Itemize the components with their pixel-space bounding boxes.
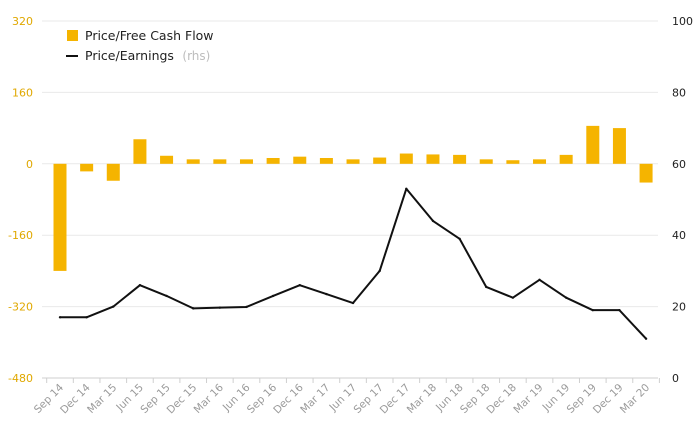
y-right-tick-label: 40 bbox=[672, 229, 686, 242]
line-path bbox=[60, 187, 647, 340]
bar-point bbox=[160, 155, 174, 164]
line-point bbox=[85, 316, 88, 319]
y-right-tick-label: 100 bbox=[672, 15, 693, 28]
bar-point bbox=[373, 157, 387, 164]
x-tick-label: Mar 15 bbox=[85, 382, 119, 416]
x-tick-label: Mar 16 bbox=[192, 381, 227, 416]
y-left-tick-label: -320 bbox=[8, 301, 33, 314]
bar-point bbox=[533, 159, 547, 164]
bar-point bbox=[479, 159, 493, 164]
bar-point bbox=[506, 160, 520, 164]
bar-point bbox=[559, 154, 573, 164]
bar-point bbox=[80, 163, 94, 172]
legend-swatch-bar bbox=[67, 30, 78, 41]
legend-label-bar: Price/Free Cash Flow bbox=[85, 28, 214, 43]
line-point bbox=[325, 292, 328, 296]
line-point bbox=[298, 283, 301, 287]
y-left-tick-label: 160 bbox=[12, 86, 33, 99]
line-point bbox=[378, 269, 381, 273]
line-point bbox=[564, 296, 568, 299]
x-tick-label: Mar 20 bbox=[618, 382, 652, 416]
gridlines bbox=[42, 20, 658, 379]
bar-point bbox=[133, 139, 147, 164]
x-tick-label: Mar 17 bbox=[298, 382, 332, 416]
legend: Price/Free Cash Flow Price/Earnings (rhs… bbox=[66, 28, 214, 64]
bar-point bbox=[106, 163, 120, 181]
line-point bbox=[618, 308, 621, 312]
line-point bbox=[112, 305, 115, 308]
x-tick-label: Mar 19 bbox=[511, 382, 545, 416]
legend-label-line: Price/Earnings bbox=[85, 48, 174, 63]
bar-point bbox=[586, 125, 600, 164]
line-point bbox=[192, 307, 195, 310]
line-point bbox=[458, 237, 461, 240]
line-point bbox=[271, 294, 275, 298]
line-point bbox=[165, 294, 168, 298]
line-point bbox=[405, 187, 408, 190]
line-point bbox=[245, 305, 248, 309]
bar-point bbox=[186, 159, 200, 164]
line-point bbox=[351, 301, 355, 305]
bar-point bbox=[293, 156, 307, 164]
bar-point bbox=[453, 154, 467, 164]
line-point bbox=[511, 296, 515, 299]
line-point bbox=[591, 308, 594, 312]
y-right-tick-label: 80 bbox=[672, 86, 686, 99]
line-point bbox=[644, 337, 648, 340]
bar-point bbox=[399, 153, 413, 164]
bar-point bbox=[319, 157, 333, 164]
line-point bbox=[58, 316, 62, 319]
legend-label-line-group: Price/Earnings (rhs) bbox=[85, 47, 210, 64]
line-point bbox=[485, 285, 488, 289]
y-left-tick-label: -160 bbox=[8, 229, 33, 242]
line-point bbox=[138, 283, 142, 287]
y-right-tick-label: 60 bbox=[672, 158, 686, 171]
y-left-tick-label: 320 bbox=[12, 15, 33, 28]
bar-point bbox=[426, 154, 440, 164]
x-tick-label: Mar 18 bbox=[405, 382, 439, 416]
bar-point bbox=[53, 163, 67, 271]
line-point bbox=[538, 278, 541, 282]
bar-point bbox=[239, 159, 253, 164]
y-left-tick-label: -480 bbox=[8, 372, 33, 385]
bar-series bbox=[53, 125, 653, 271]
bar-point bbox=[612, 128, 626, 164]
y-right-tick-label: 0 bbox=[672, 372, 679, 385]
line-point bbox=[431, 219, 435, 223]
y-left-tick-label: 0 bbox=[26, 158, 33, 171]
legend-label-line-suffix: (rhs) bbox=[182, 49, 210, 63]
y-right-tick-label: 20 bbox=[672, 301, 686, 314]
line-point bbox=[218, 306, 222, 309]
bar-point bbox=[266, 157, 280, 164]
bar-point bbox=[213, 159, 227, 164]
bar-point bbox=[639, 163, 653, 183]
bar-point bbox=[346, 159, 360, 164]
line-series bbox=[58, 187, 648, 340]
